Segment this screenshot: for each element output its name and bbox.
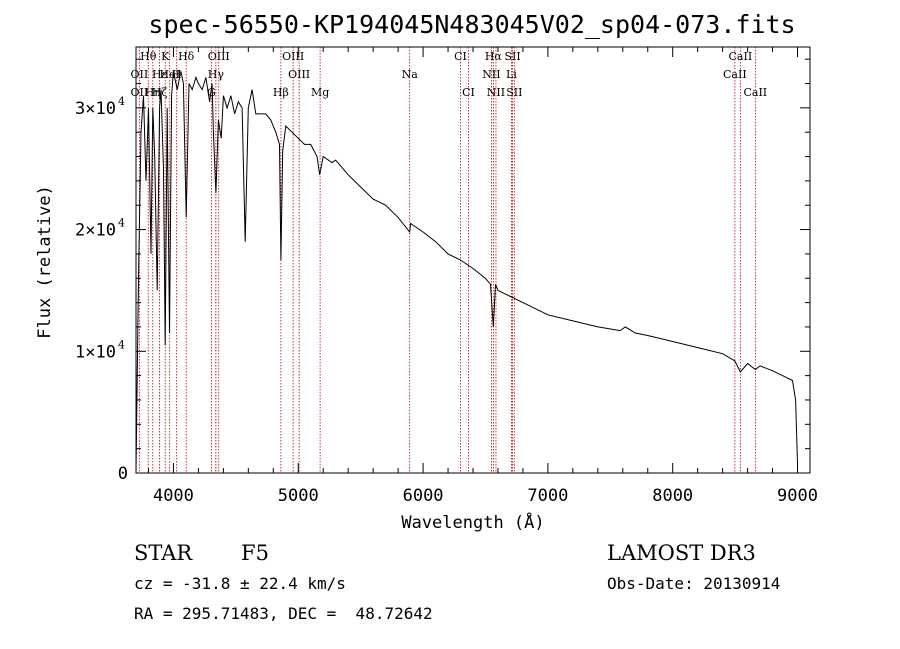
line-label: CI — [454, 50, 467, 63]
x-tick-label: 5000 — [278, 486, 319, 506]
line-label: Na — [402, 68, 419, 81]
chart-title: spec-56550-KP194045N483045V02_sp04-073.f… — [148, 10, 795, 39]
object-class: STAR — [134, 541, 193, 565]
y-tick-exponent: 4 — [118, 338, 125, 351]
line-label: CaII — [743, 86, 767, 99]
redshift-info: cz = -31.8 ± 22.4 km/s — [134, 574, 346, 593]
line-label: Hβ — [273, 86, 289, 99]
y-axis-ticks: 01×10 42×10 43×10 4 — [75, 58, 810, 484]
y-tick-label: 1×10 — [75, 342, 116, 362]
line-label: NII — [487, 86, 505, 99]
plot-frame — [135, 46, 811, 474]
x-tick-label: 9000 — [777, 486, 818, 506]
line-label: SII — [504, 50, 520, 63]
survey-name: LAMOST DR3 — [607, 541, 756, 565]
line-label: CI — [462, 86, 475, 99]
x-axis-label: Wavelength (Å) — [401, 511, 544, 533]
line-label: Hγ — [208, 68, 225, 81]
x-tick-label: 7000 — [527, 486, 568, 506]
line-label: CaII — [729, 50, 753, 63]
y-tick-exponent: 4 — [118, 95, 125, 108]
x-axis-ticks: 4000 5000 6000 7000 8000 9000 — [147, 47, 818, 506]
y-axis-label: Flux (relative) — [35, 185, 55, 339]
x-tick-label: 8000 — [652, 486, 693, 506]
line-label: OIII — [208, 50, 230, 63]
line-label: CaII — [723, 68, 747, 81]
line-label: Mg — [311, 86, 329, 99]
y-tick-exponent: 4 — [118, 217, 125, 230]
y-tick-label: 3×10 — [75, 99, 116, 119]
line-label: OII — [131, 68, 149, 81]
y-tick-label: 2×10 — [75, 221, 116, 241]
line-label: NII — [482, 68, 500, 81]
line-label: Hε — [152, 68, 168, 81]
line-label: H — [172, 68, 182, 81]
line-label: Hα — [485, 50, 503, 63]
y-tick-label: 0 — [118, 464, 128, 484]
line-label: Hη — [145, 86, 161, 99]
line-label: OIII — [288, 68, 310, 81]
line-label: G — [207, 86, 216, 99]
line-label: Li — [506, 68, 517, 81]
coordinates: RA = 295.71483, DEC = 48.72642 — [134, 604, 433, 623]
line-label: Hζ — [152, 86, 168, 99]
spectral-line-markers — [138, 47, 756, 473]
line-label: Hδ — [178, 50, 195, 63]
x-tick-label: 6000 — [403, 486, 444, 506]
obs-date: Obs-Date: 20130914 — [607, 574, 780, 593]
x-tick-label: 4000 — [153, 486, 194, 506]
line-label: OIII — [282, 50, 304, 63]
spectrum-line — [135, 71, 798, 474]
object-subclass: F5 — [241, 541, 269, 565]
line-label: K — [161, 50, 170, 63]
line-label: SII — [506, 86, 522, 99]
line-label: Hθ — [140, 50, 157, 63]
